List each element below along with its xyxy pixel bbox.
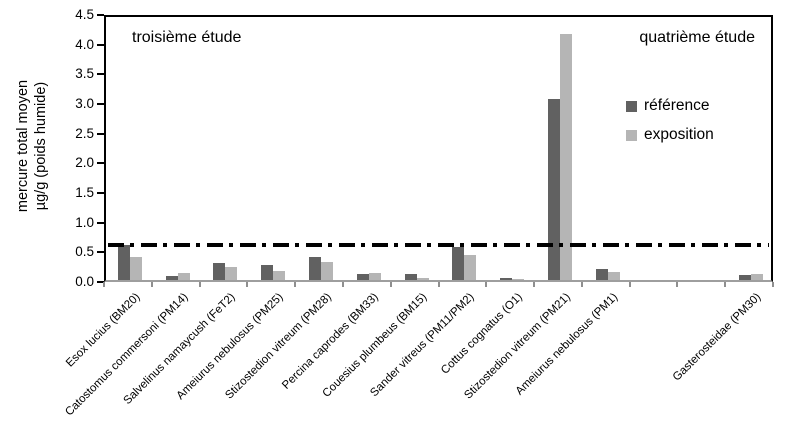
y-tick-label: 2.0 xyxy=(75,155,94,171)
y-tick-label: 1.0 xyxy=(75,214,94,230)
legend-label: exposition xyxy=(644,126,714,143)
legend-swatch-icon xyxy=(626,100,637,112)
bar-exposition xyxy=(321,262,334,280)
y-tick-label: 4.0 xyxy=(75,36,94,52)
y-tick-mark xyxy=(97,73,104,76)
legend-entry-exposition: exposition xyxy=(626,126,714,144)
bar-exposition xyxy=(177,272,190,280)
x-tick-mark xyxy=(724,282,727,287)
bar-référence xyxy=(595,269,608,280)
annotation-troisieme-etude: troisième étude xyxy=(132,29,242,46)
bar-référence xyxy=(117,245,130,280)
bar-exposition xyxy=(512,278,525,280)
x-category-label: Ameiurus nebulosus (PM1) xyxy=(513,291,621,398)
y-tick-label: 3.5 xyxy=(75,66,94,82)
bar-référence xyxy=(165,275,178,280)
x-tick-mark xyxy=(628,282,631,287)
legend-label: référence xyxy=(644,97,710,114)
x-tick-mark xyxy=(437,282,440,287)
y-tick-mark xyxy=(97,132,104,135)
bar-référence xyxy=(404,274,417,280)
bar-exposition xyxy=(464,254,477,280)
x-tick-mark xyxy=(294,282,297,287)
y-tick-label: 3.0 xyxy=(75,96,94,111)
bar-exposition xyxy=(225,266,238,280)
bar-référence xyxy=(452,247,465,280)
y-axis-title-line1: mercure total moyen xyxy=(15,79,31,213)
x-tick-mark xyxy=(341,282,344,287)
bar-exposition xyxy=(273,270,286,280)
plot-area: troisième étude quatrième étude référenc… xyxy=(104,15,773,282)
x-tick-mark xyxy=(198,282,201,287)
x-tick-mark xyxy=(150,282,153,287)
x-tick-mark xyxy=(246,282,249,287)
y-axis-title-line2: µg/g (poids humide) xyxy=(33,81,49,211)
y-tick-label: 0.5 xyxy=(75,244,94,260)
x-tick-mark xyxy=(772,282,774,287)
y-tick-mark xyxy=(97,192,104,194)
legend-swatch-icon xyxy=(626,129,637,141)
bar-référence xyxy=(309,257,322,280)
y-tick-mark xyxy=(97,281,104,283)
bar-référence xyxy=(500,278,513,280)
x-tick-mark xyxy=(389,282,392,287)
bar-exposition xyxy=(368,273,381,280)
x-category-label: Percina caprodes (BM33) xyxy=(280,291,382,392)
x-tick-mark xyxy=(676,282,679,287)
x-category-label: Gasterosteidae (PM30) xyxy=(671,291,764,384)
y-tick-label: 0.0 xyxy=(75,274,94,289)
x-tick-mark xyxy=(533,282,536,287)
y-tick-mark xyxy=(97,103,104,105)
bar-référence xyxy=(739,274,752,280)
y-tick-label: 1.5 xyxy=(75,185,94,200)
bars-layer xyxy=(106,17,771,280)
bar-exposition xyxy=(751,274,764,280)
x-category-label: Cottus cognatus (O1) xyxy=(438,291,525,377)
threshold-line xyxy=(108,243,769,248)
y-tick-mark xyxy=(97,221,104,224)
y-tick-mark xyxy=(97,162,104,165)
y-tick-mark xyxy=(97,43,104,46)
legend: référence exposition xyxy=(626,97,714,155)
bar-référence xyxy=(261,264,274,280)
y-tick-mark xyxy=(97,251,104,254)
bar-référence xyxy=(547,99,560,280)
bar-référence xyxy=(356,274,369,280)
bar-référence xyxy=(213,263,226,280)
y-tick-label: 2.5 xyxy=(75,125,94,141)
bar-exposition xyxy=(559,33,572,280)
x-tick-mark xyxy=(103,282,105,287)
x-tick-mark xyxy=(580,282,583,287)
y-tick-mark xyxy=(97,14,104,16)
annotation-quatrieme-etude: quatrième étude xyxy=(639,29,755,46)
y-tick-label: 4.5 xyxy=(75,7,94,22)
legend-entry-référence: référence xyxy=(626,97,714,115)
bar-exposition xyxy=(416,277,429,280)
bar-exposition xyxy=(607,272,620,280)
bar-exposition xyxy=(129,256,142,280)
x-tick-mark xyxy=(485,282,488,287)
